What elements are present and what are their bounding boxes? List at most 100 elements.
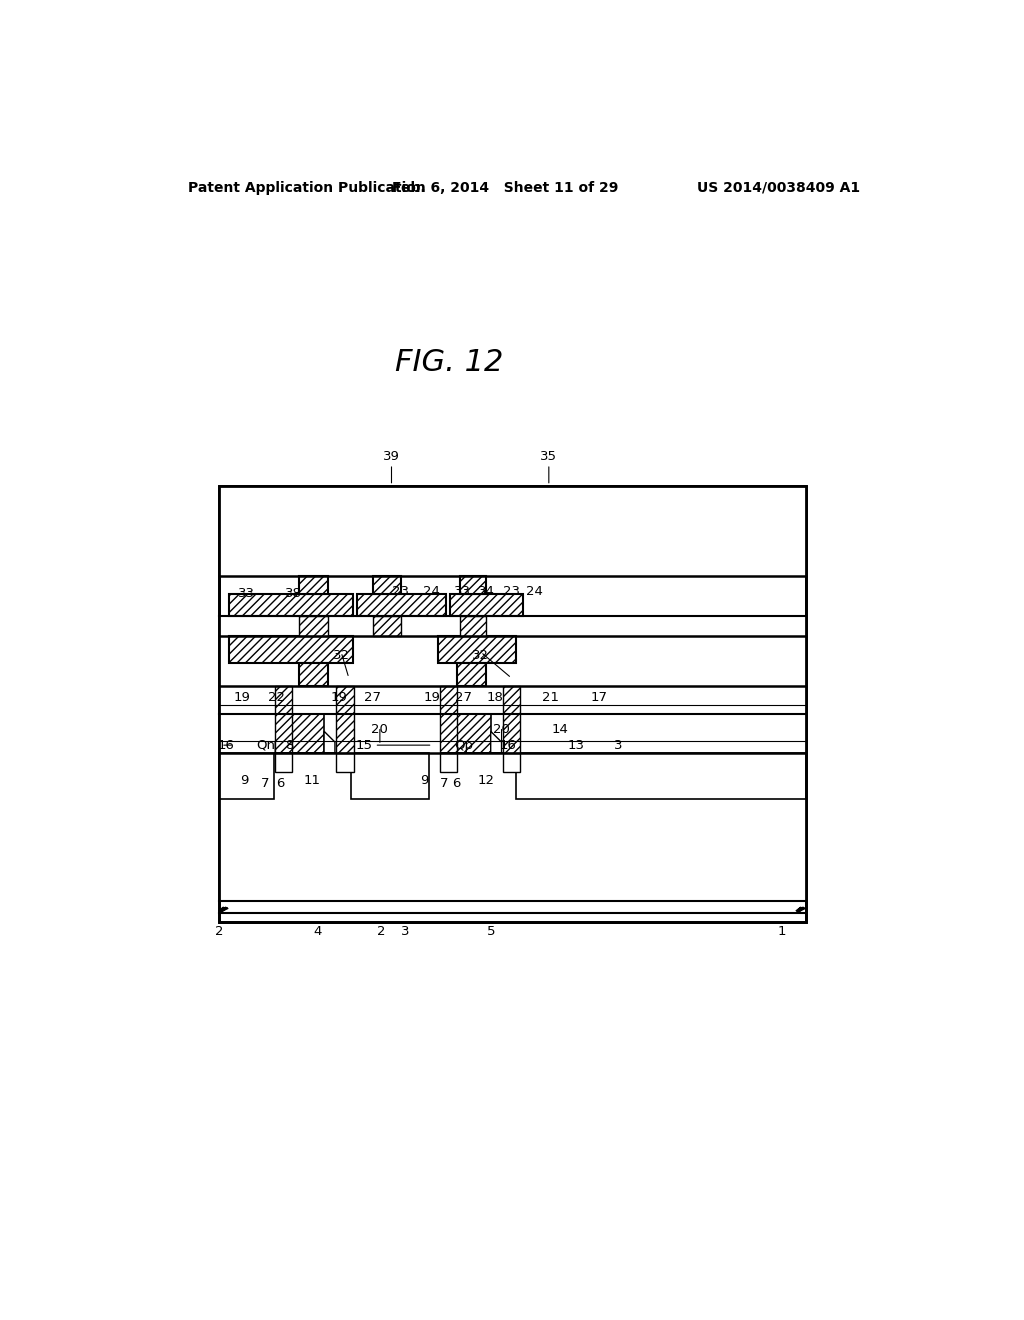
Text: Feb. 6, 2014   Sheet 11 of 29: Feb. 6, 2014 Sheet 11 of 29 [392,181,618,194]
Text: 19: 19 [423,690,440,704]
Bar [351,752,429,799]
Bar [460,616,486,636]
Bar [460,616,486,636]
Bar [299,576,328,594]
Text: 11: 11 [304,774,321,787]
Text: 19: 19 [233,690,250,704]
Polygon shape [324,731,335,752]
Text: 15: 15 [356,739,373,751]
Text: 16: 16 [500,739,516,751]
Text: 23: 23 [392,585,410,598]
Bar [219,486,228,576]
Text: 2: 2 [377,925,386,939]
Text: FIG. 12: FIG. 12 [395,348,504,378]
Bar [228,636,352,686]
Text: 20: 20 [494,723,510,737]
Bar [286,714,324,752]
Bar [352,486,356,576]
Text: 13: 13 [567,739,585,751]
Bar [219,686,806,714]
Bar [373,616,400,636]
Text: 6: 6 [453,777,461,791]
Text: 38: 38 [285,587,301,601]
Text: US 2014/0038409 A1: US 2014/0038409 A1 [697,181,860,194]
Bar [299,616,328,636]
Text: 35: 35 [541,450,557,462]
Bar [228,486,352,576]
Text: Qn: Qn [256,739,275,751]
Text: 24: 24 [423,585,440,598]
Bar [373,616,400,636]
Text: 21: 21 [542,690,559,704]
Bar [438,636,515,663]
Bar [275,686,292,752]
Bar [450,486,523,576]
Bar [219,486,806,923]
Bar [373,576,400,594]
Text: 19: 19 [331,690,347,704]
Text: 34: 34 [478,585,496,598]
Text: 27: 27 [364,690,381,704]
Bar [450,594,523,615]
Text: 32: 32 [333,648,349,661]
Bar [219,616,806,636]
Bar [356,486,445,576]
Text: 3: 3 [401,925,410,939]
Bar [337,752,353,772]
Text: 1: 1 [777,925,785,939]
Text: 22: 22 [268,690,286,704]
Bar [219,752,273,799]
Text: 33: 33 [455,585,471,598]
Bar [219,486,806,923]
Text: 14: 14 [551,723,568,737]
Bar [454,714,490,752]
Bar [440,686,458,752]
Text: 24: 24 [526,585,544,598]
Text: 7: 7 [261,777,269,791]
Bar [299,663,328,686]
Bar [515,752,806,799]
Text: 18: 18 [486,690,503,704]
Text: 16: 16 [218,739,234,751]
Text: 9: 9 [240,774,249,787]
Text: 2: 2 [215,925,223,939]
Bar [458,663,486,686]
Polygon shape [275,731,286,752]
Polygon shape [442,731,454,752]
Text: 39: 39 [383,450,400,462]
Text: 4: 4 [313,925,323,939]
Bar [299,616,328,636]
Bar [219,752,806,902]
Text: 12: 12 [477,774,495,787]
Text: Patent Application Publication: Patent Application Publication [188,181,426,194]
Bar [219,714,806,752]
Text: 9: 9 [420,774,428,787]
Text: 23: 23 [503,585,520,598]
Text: 27: 27 [455,690,472,704]
Bar [438,636,515,686]
Bar [219,636,806,686]
Text: 33: 33 [238,587,255,601]
Text: 8: 8 [285,739,294,751]
Bar [228,636,352,663]
Bar [523,486,806,576]
Polygon shape [490,731,502,752]
Bar [445,486,450,576]
Bar [440,752,458,772]
Text: 20: 20 [372,723,388,737]
Bar [415,752,806,902]
Bar [503,686,520,752]
Bar [460,576,486,594]
Text: 6: 6 [275,777,284,791]
Text: 3: 3 [613,739,622,751]
Bar [228,594,352,615]
Text: 7: 7 [440,777,449,791]
Text: 17: 17 [591,690,607,704]
Text: 5: 5 [486,925,495,939]
Text: Qp: Qp [454,739,473,751]
Bar [337,686,353,752]
Text: 32: 32 [472,648,489,661]
Bar [356,594,445,615]
Bar [275,752,292,772]
Bar [503,752,520,772]
